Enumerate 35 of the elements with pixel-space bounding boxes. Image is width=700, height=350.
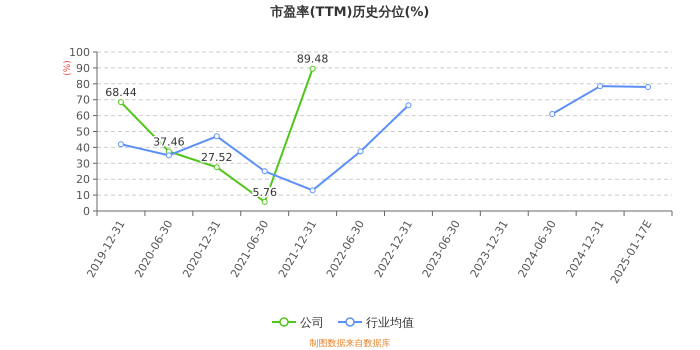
y-tick-label: 100 [69, 46, 90, 59]
point [262, 168, 268, 174]
y-tick-label: 30 [76, 157, 90, 170]
legend-item: 行业均值 [338, 316, 414, 330]
data-label: 68.44 [105, 86, 137, 100]
y-tick-label: 70 [76, 94, 90, 107]
y-tick-label: 80 [76, 78, 90, 91]
y-axis-title: (%) [63, 60, 73, 76]
y-tick-label: 20 [76, 173, 90, 186]
text: 制图数据来自数据库 [310, 338, 390, 349]
point [549, 111, 556, 118]
point [405, 102, 412, 108]
y-tick-label: 50 [76, 126, 90, 138]
point [166, 152, 172, 158]
legend-label: 公司 [300, 316, 324, 330]
point [597, 83, 604, 90]
data-label: 89.48 [296, 52, 328, 66]
y-tick-label: 40 [76, 141, 90, 154]
y-tick-label: 0 [83, 205, 90, 218]
point [262, 198, 268, 205]
point [310, 187, 316, 194]
data-label: 27.52 [201, 151, 233, 164]
point [310, 66, 316, 72]
legend-label: 行业均值 [366, 316, 414, 330]
y-tick-label: 60 [76, 110, 90, 123]
point [118, 141, 124, 148]
y-tick-label: 90 [76, 62, 90, 75]
point [358, 148, 364, 154]
point [645, 84, 652, 90]
chart-title: 市盈率(TTM)历史分位(%) [270, 4, 430, 20]
y-tick-label: 10 [76, 189, 90, 202]
point [214, 164, 220, 170]
legend-item: 公司 [272, 316, 324, 330]
point [118, 99, 124, 106]
point [214, 133, 220, 140]
